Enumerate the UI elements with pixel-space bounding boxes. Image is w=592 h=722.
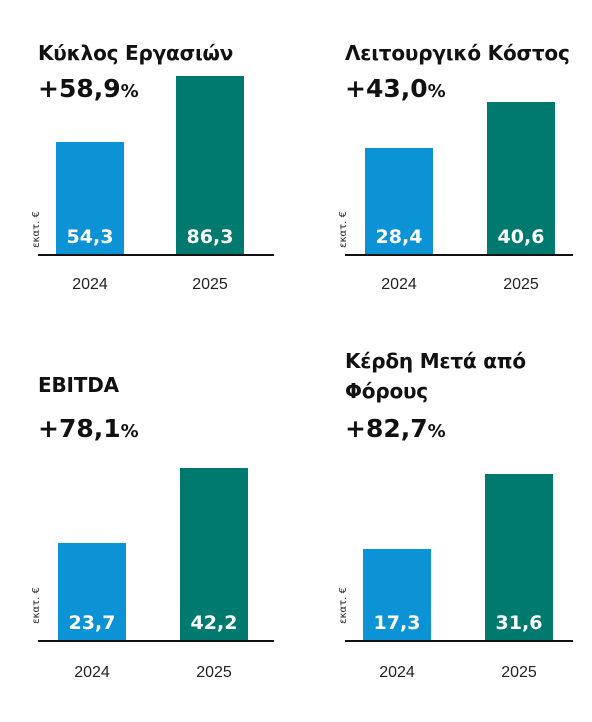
change-percentage: +58,9%: [38, 74, 139, 107]
chart-title: EBITDA: [38, 373, 119, 397]
bar-value-label-2025: 40,6: [497, 226, 545, 248]
x-tick-2024: 2024: [381, 276, 417, 293]
change-value: +43,0: [345, 74, 428, 103]
bar-value-label-2024: 54,3: [66, 226, 114, 248]
change-percentage: +43,0%: [345, 74, 446, 107]
change-pct-sign: %: [427, 421, 446, 442]
change-percentage: +82,7%: [345, 414, 446, 447]
bar-value-label-2025: 42,2: [190, 612, 238, 634]
x-tick-2024: 2024: [74, 664, 110, 681]
bar-2025: [485, 474, 553, 640]
chart-panel-turnover: Κύκλος Εργασιών +58,9% εκατ. € 54,3 86,3…: [31, 38, 328, 388]
x-tick-2025: 2025: [503, 276, 539, 293]
chart-panel-net-profit: Κέρδη Μετά από Φόρους +82,7% εκατ. € 17,…: [338, 346, 592, 696]
bar-value-label-2024: 28,4: [375, 226, 423, 248]
x-tick-2024: 2024: [72, 276, 108, 293]
change-value: +58,9: [38, 74, 121, 103]
unit-label: εκατ. €: [30, 211, 42, 248]
bar-value-label-2025: 31,6: [495, 612, 543, 634]
change-pct-sign: %: [120, 421, 139, 442]
change-pct-sign: %: [120, 81, 139, 102]
change-value: +82,7: [345, 414, 428, 443]
unit-label: εκατ. €: [337, 211, 349, 248]
bar-2025: [176, 76, 244, 254]
chart-panel-operating-cost: Λειτουργικό Κόστος +43,0% εκατ. € 28,4 4…: [338, 38, 592, 388]
bar-2024: [365, 148, 433, 254]
bar-2025: [180, 468, 248, 640]
unit-label: εκατ. €: [337, 587, 349, 624]
x-tick-2024: 2024: [379, 664, 415, 681]
bar-value-label-2024: 23,7: [68, 612, 116, 634]
x-tick-2025: 2025: [501, 664, 537, 681]
chart-panel-ebitda: EBITDA +78,1% εκατ. € 23,7 42,2 2024 202…: [31, 370, 328, 720]
change-percentage: +78,1%: [38, 414, 139, 447]
chart-title: Κύκλος Εργασιών: [38, 41, 234, 65]
x-axis-baseline: [38, 640, 274, 642]
chart-title-line-1: Κέρδη Μετά από: [345, 349, 526, 373]
x-axis-baseline: [38, 254, 274, 256]
bar-2024: [363, 549, 431, 640]
x-axis-baseline: [345, 640, 573, 642]
chart-title-line-2: Φόρους: [345, 379, 428, 403]
unit-label: εκατ. €: [30, 587, 42, 624]
change-value: +78,1: [38, 414, 121, 443]
x-axis-baseline: [345, 254, 573, 256]
chart-title: Λειτουργικό Κόστος: [345, 41, 570, 65]
change-pct-sign: %: [427, 81, 446, 102]
bar-2024: [58, 543, 126, 640]
bar-value-label-2024: 17,3: [373, 612, 421, 634]
bar-value-label-2025: 86,3: [186, 226, 234, 248]
bar-2025: [487, 102, 555, 254]
bar-2024: [56, 142, 124, 254]
x-tick-2025: 2025: [196, 664, 232, 681]
x-tick-2025: 2025: [192, 276, 228, 293]
